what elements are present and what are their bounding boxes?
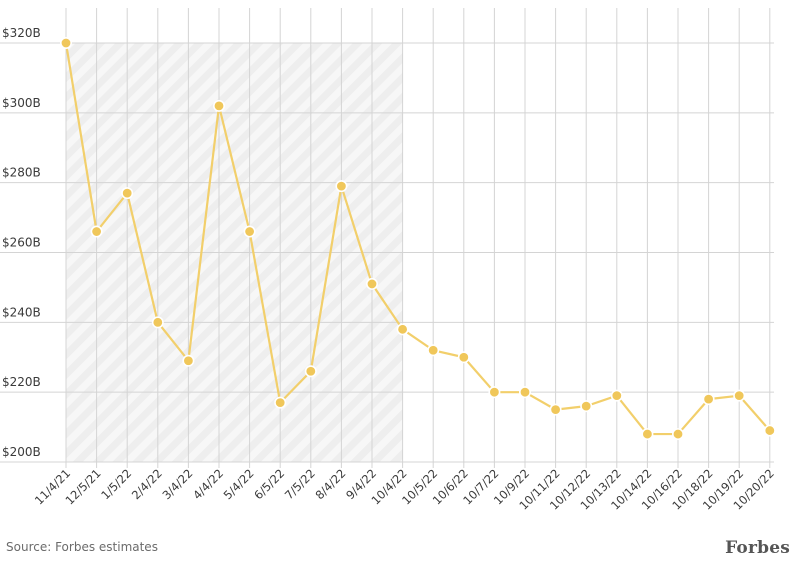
data-point xyxy=(427,344,440,357)
data-point xyxy=(580,400,593,413)
data-point xyxy=(274,396,287,409)
data-point xyxy=(610,389,623,402)
data-point xyxy=(488,386,501,399)
source-note: Source: Forbes estimates xyxy=(6,540,158,554)
line-chart: $200B $220B $240B $260B $280B $300B $320B 11/4… xyxy=(0,8,777,513)
data-point xyxy=(213,99,226,112)
data-point xyxy=(90,225,103,238)
data-points xyxy=(59,36,776,441)
data-point xyxy=(733,389,746,402)
y-tick-label: $320B xyxy=(2,26,41,40)
data-point xyxy=(641,428,654,441)
y-tick-label: $280B xyxy=(2,166,41,180)
data-point xyxy=(365,277,378,290)
y-tick-label: $260B xyxy=(2,236,41,250)
data-point xyxy=(304,365,317,378)
y-tick-label: $220B xyxy=(2,375,41,389)
y-axis-tick-labels: $200B $220B $240B $260B $280B $300B $320B xyxy=(2,26,41,459)
data-point xyxy=(182,354,195,367)
data-point xyxy=(702,393,715,406)
x-tick-label: 8/4/22 xyxy=(312,466,348,502)
data-point xyxy=(457,351,470,364)
x-tick-label: 2/4/22 xyxy=(129,466,165,502)
data-point xyxy=(518,386,531,399)
data-point xyxy=(151,316,164,329)
x-tick-label: 3/4/22 xyxy=(159,466,195,502)
data-point xyxy=(121,187,134,200)
x-tick-label: 5/4/22 xyxy=(221,466,257,502)
y-tick-label: $300B xyxy=(2,96,41,110)
data-point xyxy=(671,428,684,441)
data-point xyxy=(335,180,348,193)
data-point xyxy=(243,225,256,238)
x-tick-label: 1/5/22 xyxy=(98,466,134,502)
x-tick-label: 7/5/22 xyxy=(282,466,318,502)
x-tick-label: 6/5/22 xyxy=(251,466,287,502)
data-point xyxy=(763,424,776,437)
x-axis-tick-labels: 11/4/2112/5/211/5/222/4/223/4/224/4/225/… xyxy=(32,466,777,512)
data-point xyxy=(549,403,562,416)
x-tick-label: 4/4/22 xyxy=(190,466,226,502)
data-point xyxy=(59,36,72,49)
forbes-logo: Forbes xyxy=(725,538,790,558)
data-point xyxy=(396,323,409,336)
y-tick-label: $240B xyxy=(2,305,41,319)
y-tick-label: $200B xyxy=(2,445,41,459)
